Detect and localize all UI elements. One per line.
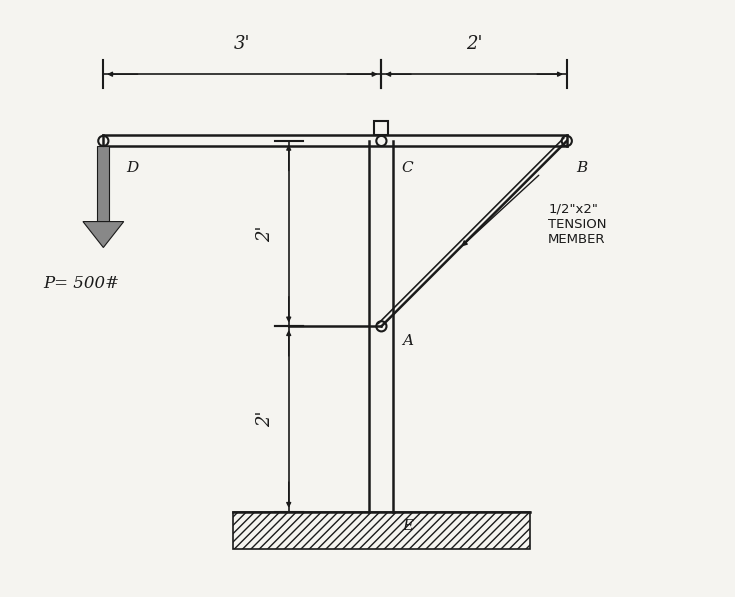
- Text: 2': 2': [257, 226, 275, 242]
- Bar: [97, 146, 110, 221]
- Text: 1/2"x2"
TENSION
MEMBER: 1/2"x2" TENSION MEMBER: [548, 203, 606, 246]
- Bar: [374, 121, 388, 136]
- Text: B: B: [576, 161, 587, 176]
- Text: A: A: [402, 334, 413, 347]
- Text: P= 500#: P= 500#: [43, 275, 119, 293]
- Text: 2': 2': [257, 411, 275, 427]
- Text: 2': 2': [466, 35, 482, 53]
- Text: E: E: [402, 519, 413, 533]
- Polygon shape: [83, 221, 123, 248]
- Text: D: D: [126, 161, 139, 176]
- Text: C: C: [402, 161, 413, 176]
- Text: 3': 3': [234, 35, 251, 53]
- Bar: [233, 512, 530, 549]
